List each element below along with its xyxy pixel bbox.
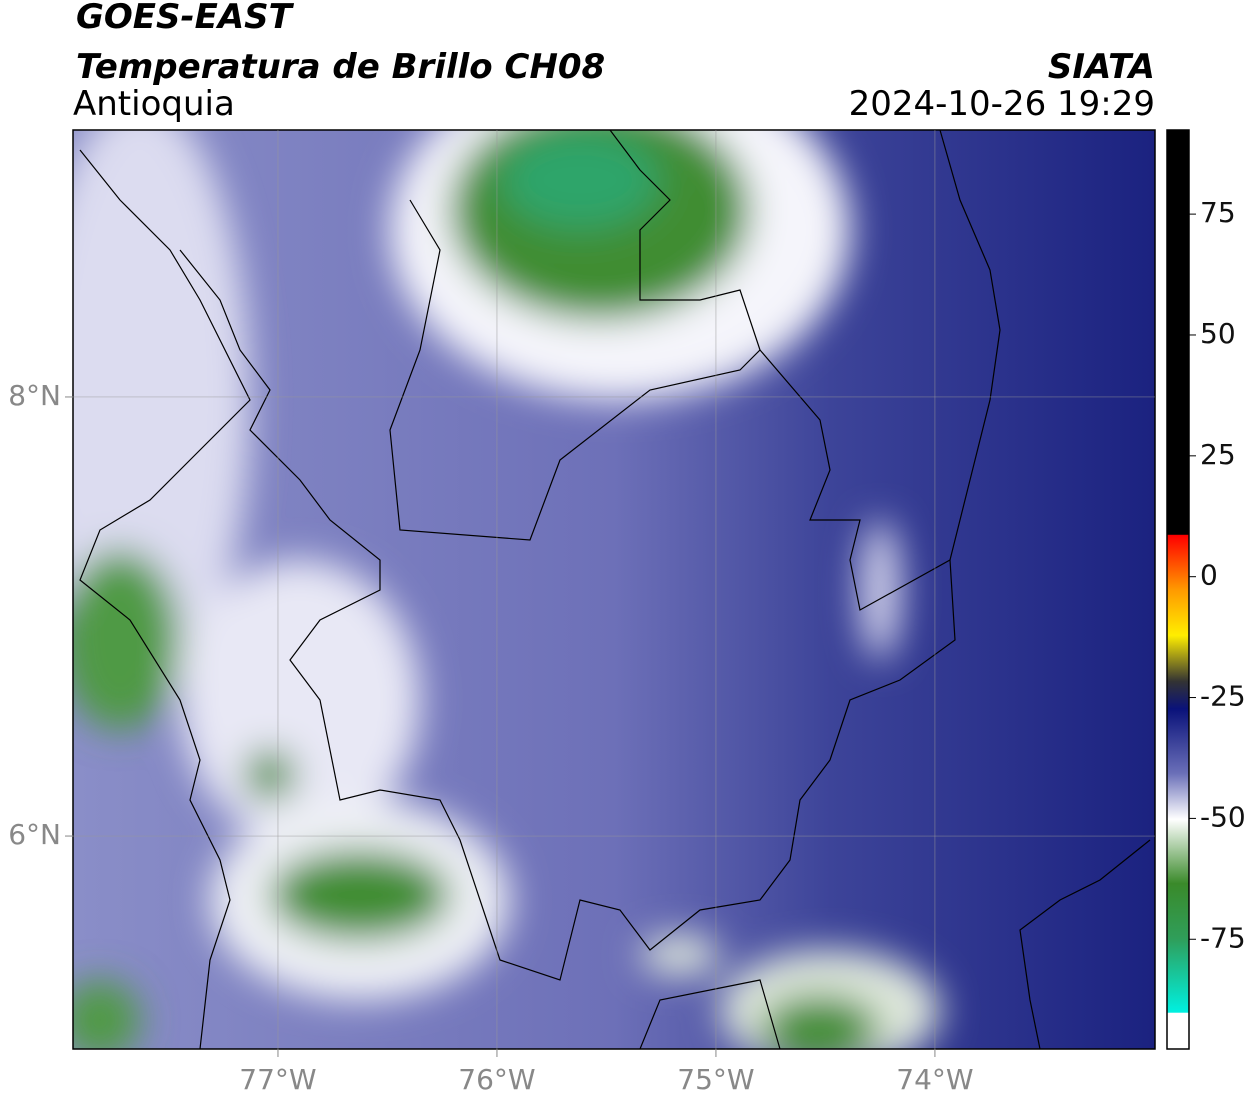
source: SIATA [1048, 47, 1155, 87]
colorbar [1166, 129, 1190, 1050]
colorbar-tick-label: 75 [1200, 196, 1236, 229]
lon-tick-label: 75°W [677, 1063, 754, 1096]
colorbar-tick-label: 50 [1200, 317, 1236, 350]
lat-tick-label: 8°N [8, 379, 61, 412]
lat-tick-label: 6°N [8, 818, 61, 851]
lon-tick-label: 76°W [458, 1063, 535, 1096]
title: GOES-EAST [76, 0, 295, 37]
datetime: 2024-10-26 19:29 [849, 84, 1155, 124]
map-image [73, 130, 1155, 1049]
region: Antioquia [73, 84, 235, 124]
lon-tick-label: 74°W [896, 1063, 973, 1096]
subtitle: Temperatura de Brillo CH08 [76, 47, 605, 87]
map-frame [72, 129, 1156, 1050]
colorbar-tick-label: -50 [1200, 800, 1246, 833]
colorbar-tick-label: -25 [1200, 680, 1246, 713]
colorbar-tick-label: 25 [1200, 438, 1236, 471]
lon-tick-label: 77°W [239, 1063, 316, 1096]
colorbar-tick-label: 0 [1200, 559, 1218, 592]
colorbar-tick-label: -75 [1200, 921, 1246, 954]
